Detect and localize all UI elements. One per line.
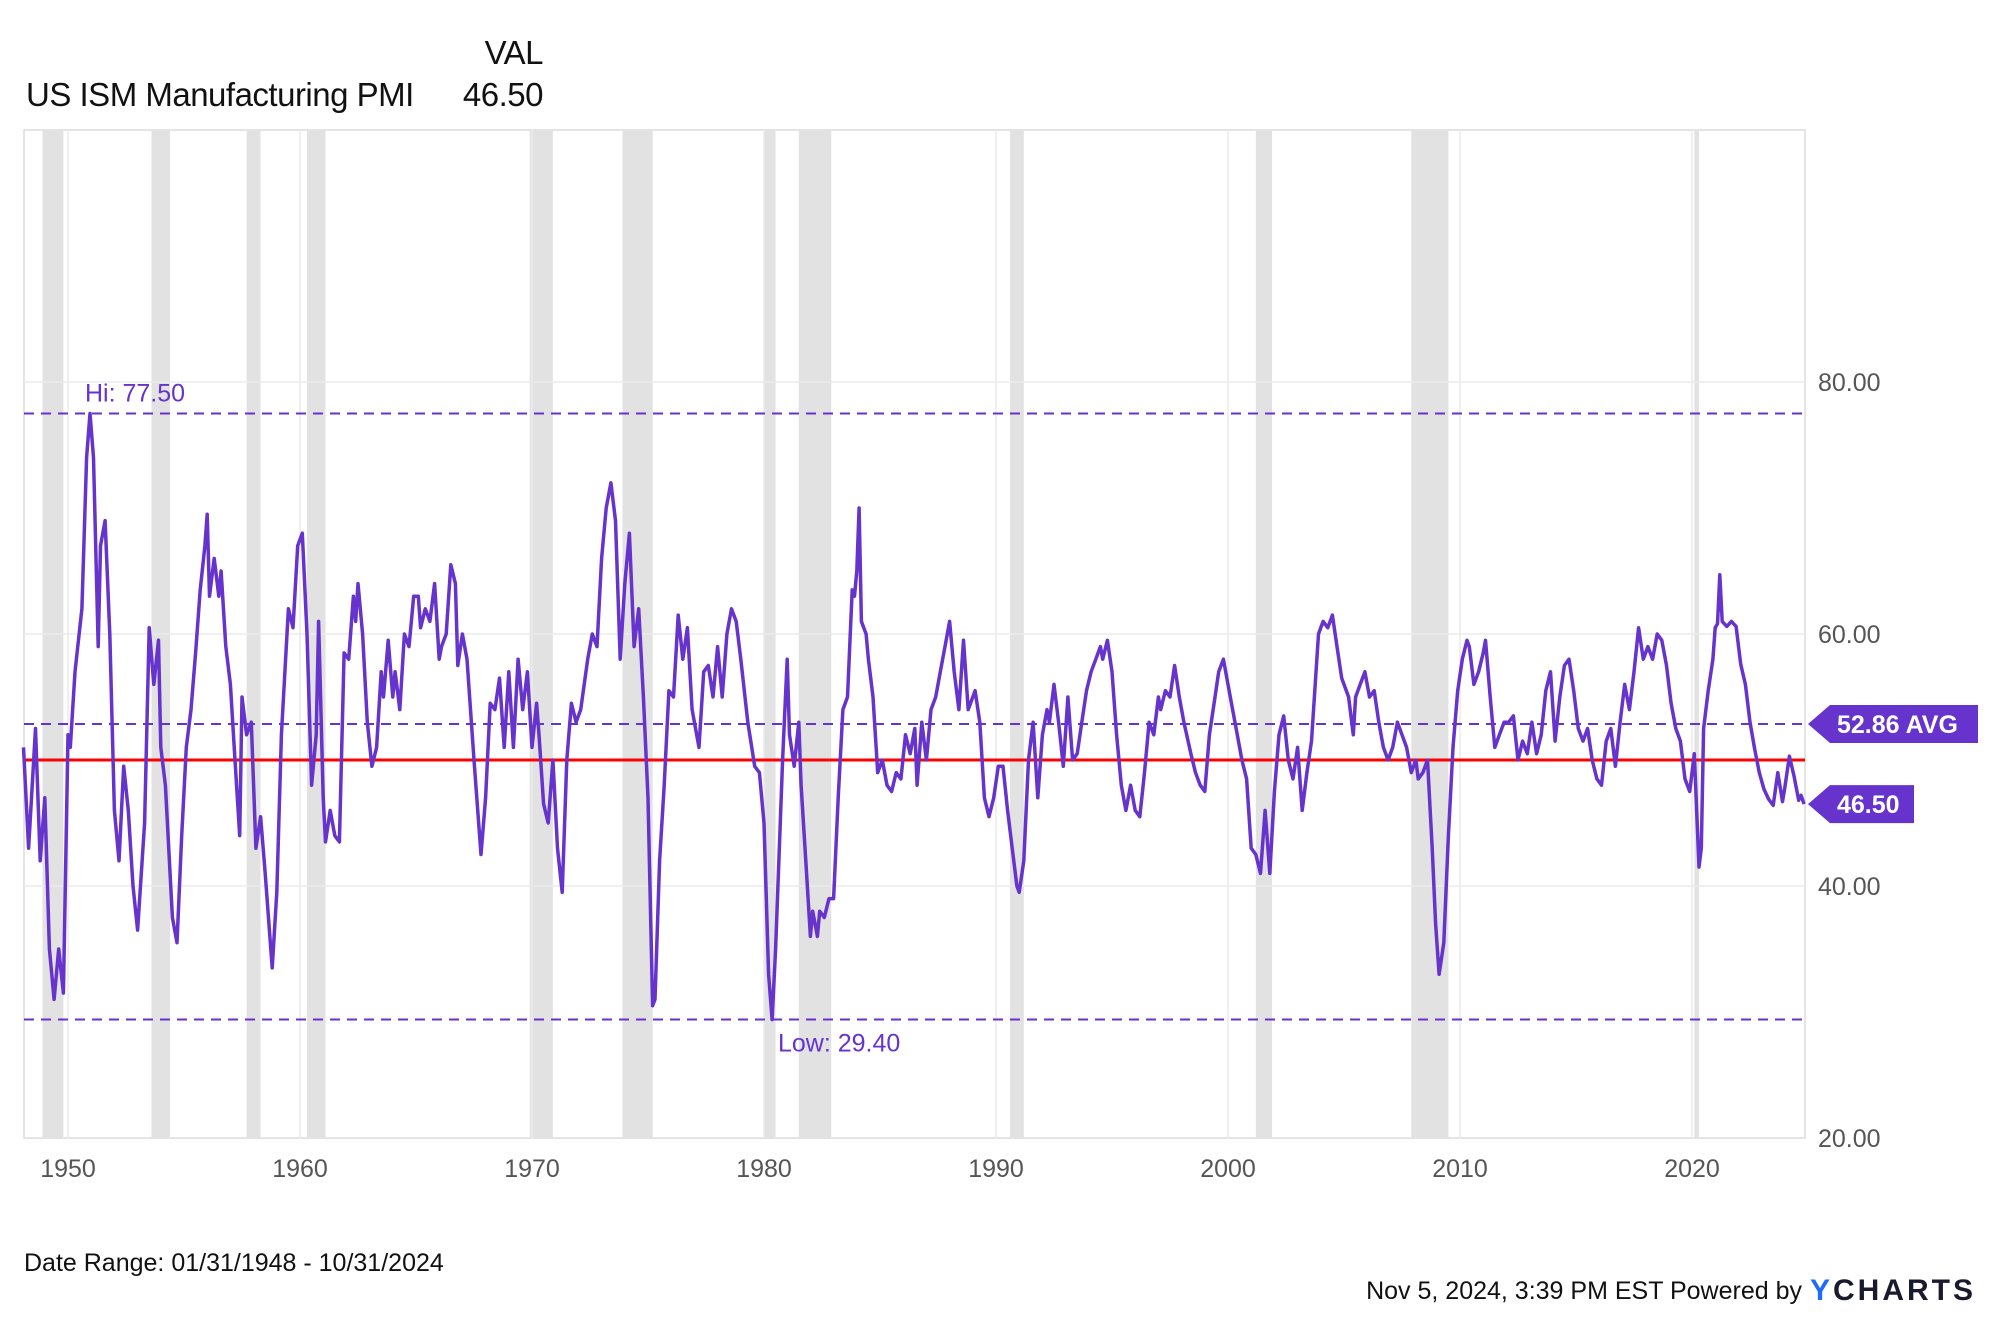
x-tick-label: 1960 — [272, 1155, 328, 1183]
avg-tag — [1808, 704, 1978, 743]
avg-tag-label: 52.86 AVG — [1837, 711, 1958, 739]
ycharts-logo[interactable]: YCHARTS — [1810, 1274, 1976, 1308]
column-header-val: VAL — [484, 34, 544, 71]
footer-right: Nov 5, 2024, 3:39 PM EST Powered by YCHA… — [1366, 1274, 1976, 1308]
x-tick-label: 1950 — [40, 1155, 96, 1183]
y-tick-label: 20.00 — [1818, 1125, 1881, 1153]
logo-y: Y — [1809, 1274, 1833, 1307]
logo-text: CHARTS — [1833, 1274, 1976, 1307]
x-tick-label: 2020 — [1664, 1155, 1720, 1183]
y-tick-label: 80.00 — [1818, 369, 1881, 397]
last-value-tag-label: 46.50 — [1837, 791, 1900, 819]
date-range: Date Range: 01/31/1948 - 10/31/2024 — [24, 1249, 444, 1277]
series-value: 46.50 — [462, 76, 544, 113]
x-tick-label: 1970 — [504, 1155, 560, 1183]
series-line — [21, 411, 1806, 1022]
x-tick-label: 1990 — [968, 1155, 1024, 1183]
series-name: US ISM Manufacturing PMI — [26, 76, 414, 113]
y-tick-label: 60.00 — [1818, 621, 1881, 649]
y-tick-label: 40.00 — [1818, 873, 1881, 901]
x-tick-label: 2000 — [1200, 1155, 1256, 1183]
x-tick-label: 1980 — [736, 1155, 792, 1183]
x-tick-label: 2010 — [1432, 1155, 1488, 1183]
timestamp: Nov 5, 2024, 3:39 PM EST Powered by — [1366, 1276, 1802, 1305]
low-label: Low: 29.40 — [778, 1030, 900, 1058]
hi-label: Hi: 77.50 — [85, 380, 185, 408]
last-value-tag — [1808, 785, 1914, 824]
